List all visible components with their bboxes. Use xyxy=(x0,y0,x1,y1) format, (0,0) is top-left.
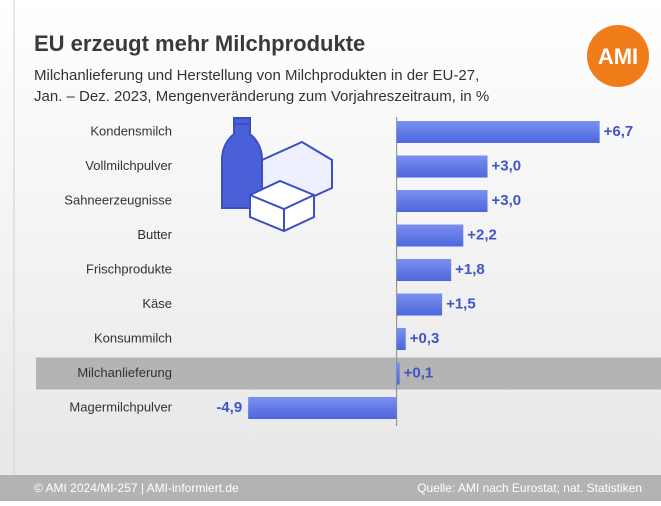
category-label: Käse xyxy=(142,296,172,311)
bar xyxy=(396,121,600,143)
chart-title: EU erzeugt mehr Milchprodukte xyxy=(34,31,365,56)
subtitle: Milchanlieferung und Herstellung von Mil… xyxy=(34,67,479,84)
highlight-band xyxy=(36,357,661,390)
category-label: Kondensmilch xyxy=(90,123,172,138)
value-label: +3,0 xyxy=(492,192,522,209)
category-label: Magermilchpulver xyxy=(69,399,172,414)
category-label: Frischprodukte xyxy=(86,261,172,276)
value-label: +3,0 xyxy=(492,157,522,174)
illustration xyxy=(221,117,333,233)
logo xyxy=(587,25,649,87)
footer-left: © AMI 2024/MI-257 | AMI-informiert.de xyxy=(34,481,239,495)
value-label: +1,5 xyxy=(446,295,476,312)
bar xyxy=(396,224,464,247)
footer-right: Quelle: AMI nach Eurostat; nat. Statisti… xyxy=(417,481,642,495)
value-label: +0,3 xyxy=(410,330,440,347)
value-label: +1,8 xyxy=(455,261,485,278)
logo-text: AMI xyxy=(598,44,638,69)
category-label: Sahneerzeugnisse xyxy=(64,192,172,207)
footer xyxy=(0,475,661,501)
category-label: Milchanlieferung xyxy=(77,365,172,380)
bar xyxy=(396,328,406,350)
category-label: Konsummilch xyxy=(94,330,172,345)
bar xyxy=(396,293,443,316)
bar xyxy=(396,155,488,178)
bar xyxy=(396,190,488,212)
category-label: Vollmilchpulver xyxy=(85,158,172,173)
category-label: Butter xyxy=(137,227,172,242)
value-label: +2,2 xyxy=(467,226,497,243)
value-label: +6,7 xyxy=(604,123,634,140)
value-label: -4,9 xyxy=(216,399,242,416)
bar xyxy=(248,397,397,419)
value-label: +0,1 xyxy=(404,364,434,381)
subtitle: Jan. – Dez. 2023, Mengenveränderung zum … xyxy=(34,88,489,105)
bar xyxy=(396,362,400,385)
bar xyxy=(396,259,452,281)
